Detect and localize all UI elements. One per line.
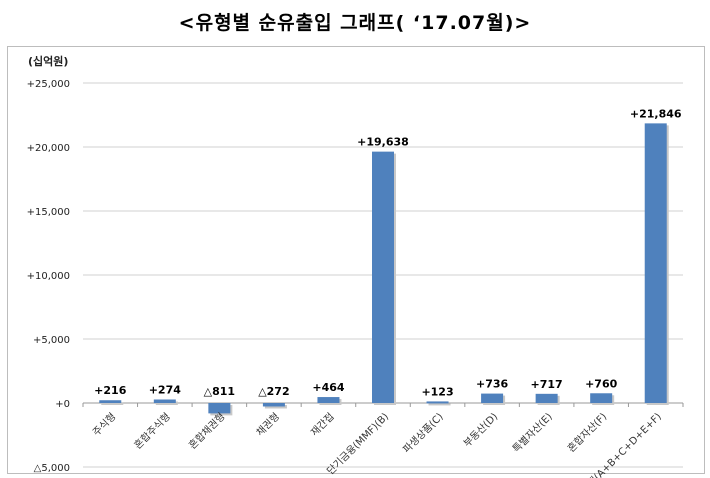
bar: [153, 399, 176, 403]
data-label: +123: [421, 385, 453, 398]
x-tick-label: 재간접: [309, 411, 337, 439]
y-tick-label: +25,000: [27, 79, 70, 90]
data-label: +274: [149, 383, 182, 396]
data-label: +717: [531, 378, 563, 391]
x-tick-label: 특별자산(E): [510, 411, 555, 456]
bar: [317, 397, 340, 403]
data-label: +216: [94, 384, 127, 397]
data-label: +19,638: [357, 136, 409, 149]
y-tick-label: △5,000: [34, 463, 70, 474]
bar: [262, 403, 285, 407]
bar-shadow: [264, 405, 287, 409]
data-label: △272: [258, 385, 289, 398]
data-label: +464: [312, 381, 345, 394]
bar: [644, 123, 667, 403]
bar-shadow: [101, 402, 124, 405]
bar: [481, 393, 504, 403]
bar: [99, 400, 122, 403]
x-tick-label: 부동산(D): [461, 411, 500, 450]
y-tick-label: +20,000: [27, 143, 70, 154]
bar: [590, 393, 613, 403]
bar: [426, 401, 449, 404]
data-label: +760: [585, 377, 618, 390]
chart-title: <유형별 순유출입 그래프( ‘17.07월)>: [178, 12, 532, 34]
x-tick-label: 혼합채권형: [186, 410, 228, 452]
bar: [208, 403, 231, 414]
data-label: +21,846: [630, 107, 682, 120]
x-tick-label: 혼합주식형: [131, 410, 173, 452]
unit-label: (십억원): [28, 55, 69, 68]
y-tick-label: +15,000: [27, 207, 70, 218]
x-tick-label: 파생상품(C): [401, 411, 446, 456]
bar-shadow: [428, 403, 451, 406]
y-tick-label: +0: [55, 399, 70, 410]
data-label: △811: [204, 385, 235, 398]
chart-frame: [7, 46, 705, 474]
bar: [535, 393, 558, 403]
x-tick-label: 혼합자산(F): [565, 410, 610, 455]
y-tick-label: +10,000: [27, 271, 70, 282]
x-tick-label: 주식형: [90, 411, 118, 439]
y-tick-label: +5,000: [33, 335, 70, 346]
bar: [372, 151, 394, 403]
bar-shadow: [155, 401, 178, 405]
data-label: +736: [476, 378, 509, 391]
x-tick-label: 채권형: [254, 411, 282, 439]
